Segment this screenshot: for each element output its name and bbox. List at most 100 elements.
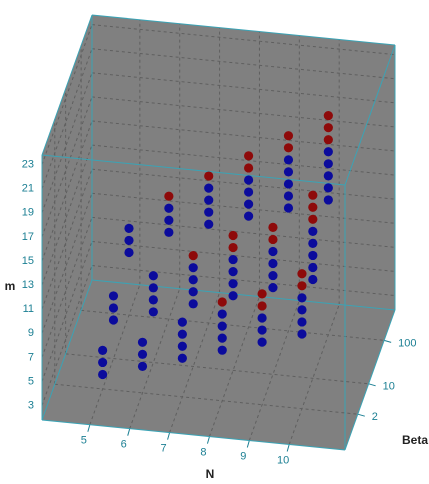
grid-line <box>91 120 396 152</box>
data-point <box>283 155 294 165</box>
data-point <box>257 301 267 311</box>
data-point <box>98 357 108 368</box>
data-point <box>124 235 134 246</box>
grid-line <box>129 288 181 429</box>
grid-line <box>208 296 260 437</box>
data-point <box>268 258 278 269</box>
x-axis-title: N <box>206 467 215 481</box>
x-tick-label: 6 <box>121 439 127 451</box>
data-point <box>217 297 227 307</box>
y-tick-label: 10 <box>383 381 395 393</box>
data-point <box>228 279 238 289</box>
box-edge <box>344 309 396 451</box>
grid-line <box>91 72 396 104</box>
data-point <box>98 345 108 355</box>
grid-line <box>41 24 93 165</box>
grid-line <box>41 48 93 189</box>
data-point <box>268 222 278 232</box>
tick-mark <box>87 424 91 432</box>
data-point <box>323 111 333 121</box>
tick-mark <box>246 440 250 448</box>
data-point <box>217 321 227 331</box>
data-point <box>297 329 307 339</box>
data-point <box>204 219 214 229</box>
data-point <box>297 293 307 303</box>
data-point <box>188 263 198 273</box>
data-point <box>164 203 174 213</box>
z-axis-title: m <box>5 279 16 293</box>
data-point <box>268 234 278 245</box>
data-point <box>108 303 119 313</box>
data-point <box>177 341 187 351</box>
data-point <box>283 179 294 189</box>
data-point <box>164 191 174 201</box>
tick-mark <box>127 428 131 436</box>
grid-line <box>91 96 396 128</box>
data-point <box>244 199 254 209</box>
data-point <box>308 238 318 248</box>
data-point <box>217 345 227 355</box>
z-tick-label: 13 <box>22 279 34 291</box>
data-point <box>297 281 307 291</box>
y-axis-title: Beta <box>402 433 428 447</box>
data-point <box>308 226 318 236</box>
data-point <box>98 369 108 380</box>
tick-mark <box>357 413 365 417</box>
data-point <box>323 171 333 181</box>
data-point <box>268 270 278 281</box>
grid-line <box>41 241 93 382</box>
tick-mark <box>167 432 171 440</box>
data-point <box>228 291 238 301</box>
data-point <box>108 315 119 325</box>
grid-line <box>89 284 141 425</box>
data-point <box>268 246 278 257</box>
box-edge <box>91 14 396 46</box>
data-point <box>323 135 333 145</box>
data-point <box>297 317 307 327</box>
box-face <box>92 15 395 310</box>
box-face <box>42 280 395 450</box>
z-tick-label: 23 <box>22 159 34 171</box>
tick-mark <box>286 444 290 452</box>
data-point <box>308 190 318 200</box>
data-point <box>204 171 214 181</box>
data-point <box>308 250 318 261</box>
data-point <box>177 317 187 327</box>
data-point <box>244 211 254 221</box>
data-point <box>164 227 174 237</box>
tick-mark <box>368 383 376 387</box>
tick-mark <box>206 436 210 444</box>
box-edge <box>41 279 93 421</box>
data-point <box>204 195 214 205</box>
data-point <box>124 223 134 233</box>
data-point <box>137 349 148 359</box>
grid-line <box>54 383 358 415</box>
y-tick-label: 2 <box>372 411 378 423</box>
data-point <box>164 215 174 225</box>
data-point <box>257 337 267 347</box>
data-point <box>297 269 307 279</box>
data-point <box>204 207 214 217</box>
data-point <box>244 187 254 197</box>
grid-line <box>81 309 385 341</box>
box-face <box>42 15 92 420</box>
data-point <box>323 123 333 133</box>
z-tick-label: 19 <box>22 207 34 219</box>
grid-line <box>41 120 93 262</box>
data-point <box>204 183 214 193</box>
z-tick-label: 3 <box>28 399 34 411</box>
box-edge <box>41 14 93 156</box>
data-point <box>323 183 333 193</box>
data-point <box>308 262 318 273</box>
grid-line <box>288 304 340 445</box>
grid-line <box>91 48 396 80</box>
z-tick-label: 5 <box>28 375 34 387</box>
grid-line <box>41 144 93 286</box>
data-point <box>257 289 267 299</box>
data-point <box>283 143 294 153</box>
data-point <box>148 295 158 305</box>
grid-line <box>65 353 369 385</box>
data-point <box>323 159 333 169</box>
data-point <box>177 329 187 339</box>
